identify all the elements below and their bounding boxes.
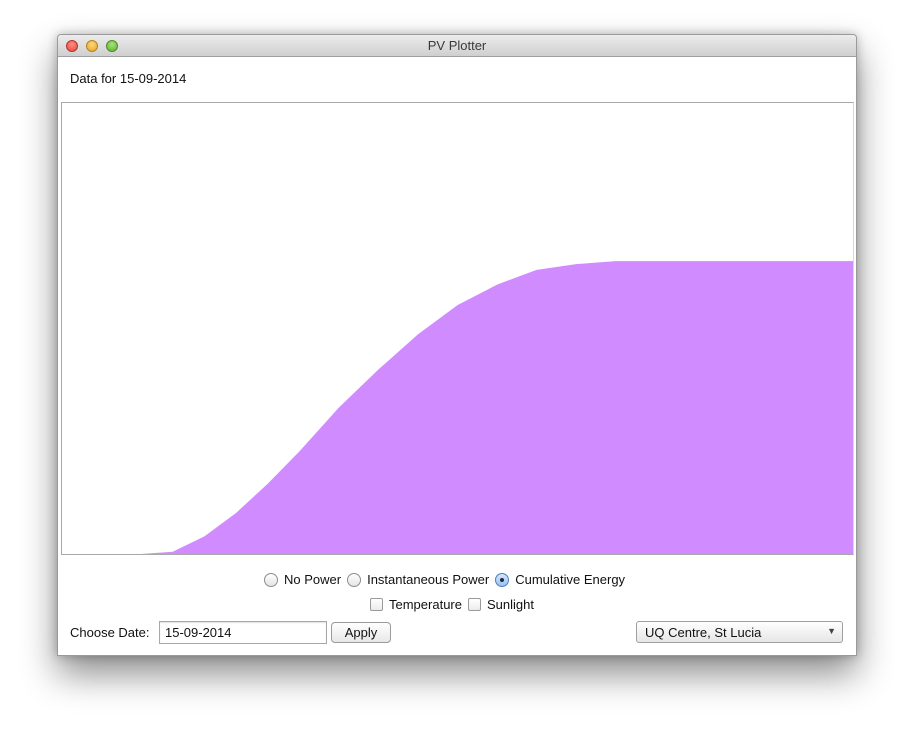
zoom-window-button[interactable] [106, 40, 118, 52]
energy-chart-svg [62, 261, 853, 554]
date-input[interactable] [159, 621, 327, 644]
cumulative-energy-radio[interactable] [495, 572, 510, 587]
instantaneous-power-radio[interactable] [347, 572, 362, 587]
overlay-options: Temperature Sunlight [370, 597, 540, 612]
choose-date-label: Choose Date: [70, 625, 150, 640]
chevron-down-icon: ▼ [827, 626, 836, 636]
no-power-label: No Power [284, 572, 342, 587]
no-power-radio[interactable] [264, 572, 278, 587]
title-bar[interactable]: PV Plotter [58, 35, 856, 57]
apply-button[interactable]: Apply [331, 622, 391, 643]
temperature-label: Temperature [389, 597, 462, 612]
cumulative-energy-label: Cumulative Energy [515, 572, 626, 587]
data-date-label: Data for 15-09-2014 [70, 71, 187, 86]
window-title: PV Plotter [427, 38, 487, 53]
minimize-window-button[interactable] [86, 40, 98, 52]
temperature-checkbox[interactable] [370, 598, 383, 611]
display-mode-options: No Power Instantaneous Power Cumulative … [264, 572, 631, 587]
location-selected-value: UQ Centre, St Lucia [645, 625, 762, 640]
sunlight-label: Sunlight [486, 597, 534, 612]
location-dropdown[interactable]: UQ Centre, St Lucia ▼ [636, 621, 843, 643]
pv-plotter-window: PV Plotter Data for 15-09-2014 No Power … [57, 34, 857, 656]
instantaneous-power-label: Instantaneous Power [367, 572, 490, 587]
energy-plot [61, 102, 854, 555]
sunlight-checkbox[interactable] [467, 598, 481, 611]
close-window-button[interactable] [66, 40, 78, 52]
cumulative-energy-area [62, 261, 853, 554]
